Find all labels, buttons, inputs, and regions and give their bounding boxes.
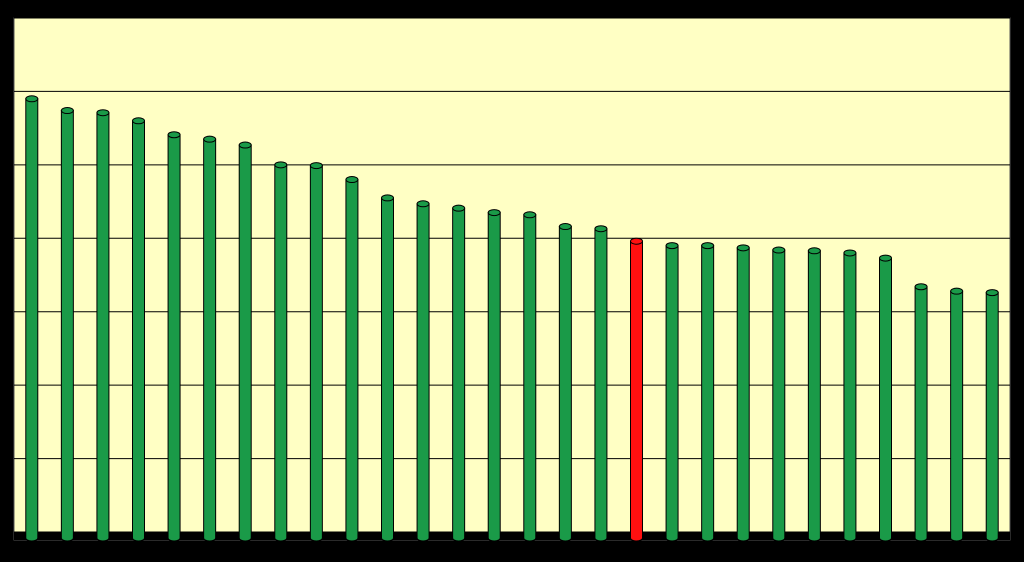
bar-cap [487,209,501,217]
bar [843,249,857,542]
bar [558,223,572,542]
bar-cap [416,200,430,208]
bar [167,131,181,542]
plot-area [13,17,1011,541]
bar-cap [132,117,145,125]
bar [238,141,252,542]
bar [132,117,145,542]
bar-body [238,144,252,542]
bar-cap [665,242,679,250]
bar-body [630,240,643,542]
bar-body [950,290,964,542]
bar [523,211,537,542]
bar-body [914,286,928,542]
bar [985,289,999,542]
bar-body [25,98,39,542]
bar [665,242,679,542]
bar-cap [807,247,821,255]
bar [345,176,359,542]
bar-body [523,214,537,542]
bar-cap [701,242,715,250]
bar-cap [381,194,394,202]
bar [452,204,466,542]
bar [309,162,323,542]
bar-body [274,164,288,542]
bar-cap [274,161,288,169]
bar-cap [167,131,181,139]
bar-body [843,252,857,542]
bar [60,107,74,542]
bar-body [96,112,110,542]
bar [594,225,608,542]
bar-body [60,110,74,542]
bar-cap [914,283,928,291]
bar [274,161,288,542]
bar-cap [203,135,217,143]
bar [914,283,928,542]
bar-body [452,207,466,542]
bar [807,247,821,542]
bar-body [807,250,821,542]
bar-cap [523,211,537,219]
bar-body [203,138,217,542]
bar-cap [452,204,466,212]
bar-cap [879,254,892,262]
bar [736,244,750,542]
bar [25,95,39,542]
bar-body [487,212,501,542]
bar [772,246,786,542]
bar-cap [309,162,323,170]
bar-body [736,247,750,542]
bar-cap [950,287,964,295]
bar-body [665,245,679,542]
bar-cap [96,109,110,117]
bar-body [381,197,394,542]
bar-body [594,228,608,542]
bar-body [879,257,892,542]
bar [701,242,715,542]
bar-cap [772,246,786,254]
bar-cap [843,249,857,257]
bar [630,237,643,542]
floor [14,532,1010,540]
bar-body [701,245,715,542]
bar [203,135,217,542]
bar [96,109,110,542]
bar-body [416,203,430,542]
bar-cap [60,107,74,115]
bar-cap [594,225,608,233]
bar [879,254,892,542]
bar [950,287,964,542]
bar-cap [345,176,359,184]
bar-cap [630,237,643,245]
bar-body [985,292,999,542]
bar-cap [238,141,252,149]
bar-cap [25,95,39,103]
bar-cap [985,289,999,297]
bar-body [132,120,145,542]
bar-cap [736,244,750,252]
bar-body [309,165,323,542]
bar-cap [558,223,572,231]
bar-body [772,249,786,542]
bar [416,200,430,542]
bar-body [345,179,359,542]
bar [381,194,394,542]
bar-body [167,134,181,542]
bar [487,209,501,542]
bar-body [558,226,572,542]
